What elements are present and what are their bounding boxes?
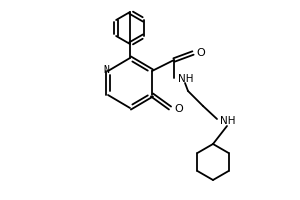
Text: NH: NH: [220, 116, 236, 126]
Text: O: O: [174, 104, 183, 114]
Text: NH: NH: [178, 74, 194, 84]
Text: N: N: [103, 65, 109, 75]
Text: O: O: [196, 48, 205, 58]
